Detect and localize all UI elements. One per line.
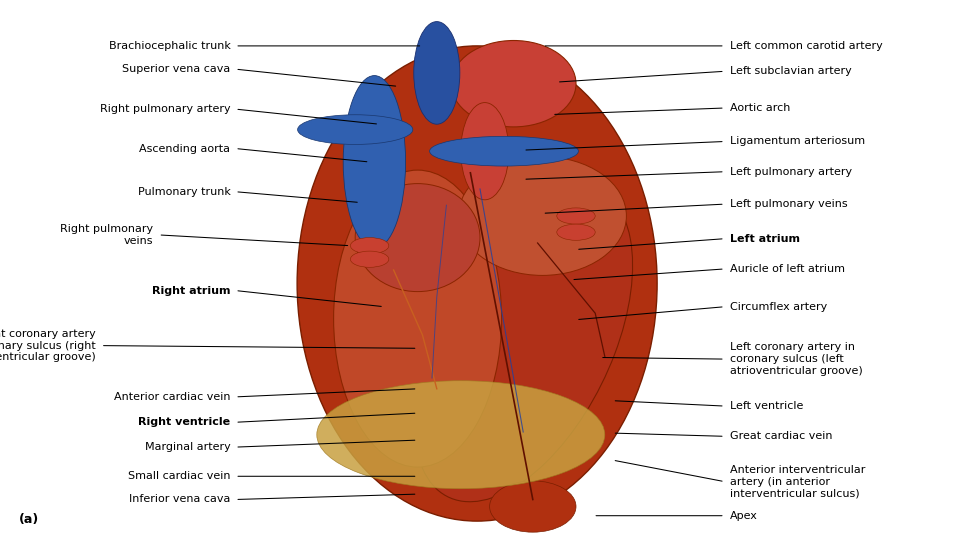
- Ellipse shape: [298, 115, 413, 145]
- Text: Right coronary artery
in coronary sulcus (right
atrioventricular groove): Right coronary artery in coronary sulcus…: [0, 329, 96, 362]
- Text: Ascending aorta: Ascending aorta: [139, 144, 230, 153]
- Text: Anterior interventricular
artery (in anterior
interventricular sulcus): Anterior interventricular artery (in ant…: [730, 465, 865, 498]
- Text: Auricle of left atrium: Auricle of left atrium: [730, 264, 845, 274]
- Ellipse shape: [557, 224, 595, 240]
- Text: Brachiocephalic trunk: Brachiocephalic trunk: [108, 41, 230, 51]
- Text: Right atrium: Right atrium: [152, 286, 230, 295]
- Text: Left atrium: Left atrium: [730, 234, 800, 244]
- Text: Marginal artery: Marginal artery: [145, 442, 230, 452]
- Text: Circumflex artery: Circumflex artery: [730, 302, 827, 312]
- Ellipse shape: [461, 103, 509, 200]
- Ellipse shape: [557, 208, 595, 224]
- Text: Left pulmonary veins: Left pulmonary veins: [730, 199, 848, 209]
- Text: Left common carotid artery: Left common carotid artery: [730, 41, 882, 51]
- Ellipse shape: [490, 481, 576, 532]
- Text: Left pulmonary artery: Left pulmonary artery: [730, 167, 852, 177]
- Ellipse shape: [459, 157, 626, 275]
- Text: Inferior vena cava: Inferior vena cava: [129, 495, 230, 504]
- Text: Anterior cardiac vein: Anterior cardiac vein: [114, 392, 230, 402]
- Text: Left subclavian artery: Left subclavian artery: [730, 66, 852, 76]
- Text: (a): (a): [19, 514, 39, 526]
- Text: Right pulmonary
veins: Right pulmonary veins: [60, 224, 154, 246]
- Ellipse shape: [430, 136, 578, 166]
- Text: Small cardiac vein: Small cardiac vein: [128, 471, 230, 481]
- Ellipse shape: [355, 184, 480, 292]
- Ellipse shape: [298, 46, 657, 521]
- Text: Right pulmonary artery: Right pulmonary artery: [100, 104, 230, 114]
- Text: Left ventricle: Left ventricle: [730, 401, 803, 411]
- Ellipse shape: [350, 238, 389, 254]
- Text: Aortic arch: Aortic arch: [730, 103, 790, 113]
- Ellipse shape: [344, 76, 406, 248]
- Ellipse shape: [414, 184, 633, 502]
- Text: Superior vena cava: Superior vena cava: [122, 64, 230, 74]
- Ellipse shape: [317, 381, 605, 489]
- Text: Apex: Apex: [730, 511, 757, 521]
- Text: Right ventricle: Right ventricle: [138, 417, 230, 427]
- Ellipse shape: [451, 40, 576, 127]
- Ellipse shape: [414, 22, 460, 124]
- Text: Left coronary artery in
coronary sulcus (left
atrioventricular groove): Left coronary artery in coronary sulcus …: [730, 342, 862, 376]
- Ellipse shape: [350, 251, 389, 267]
- Text: Pulmonary trunk: Pulmonary trunk: [137, 187, 230, 197]
- Text: Ligamentum arteriosum: Ligamentum arteriosum: [730, 137, 865, 146]
- Text: Great cardiac vein: Great cardiac vein: [730, 431, 832, 441]
- Ellipse shape: [334, 170, 501, 467]
